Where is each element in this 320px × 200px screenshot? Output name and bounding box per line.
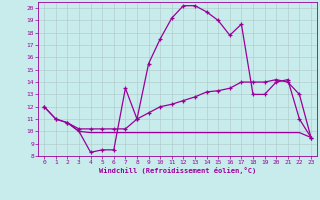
X-axis label: Windchill (Refroidissement éolien,°C): Windchill (Refroidissement éolien,°C) xyxy=(99,167,256,174)
